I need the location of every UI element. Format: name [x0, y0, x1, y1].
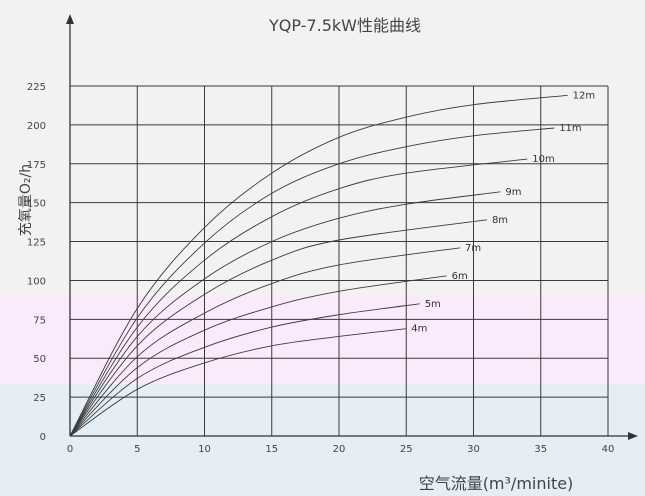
series-line-11m — [69, 127, 555, 437]
x-tick-label-5: 25 — [400, 444, 413, 455]
x-tick-label-8: 40 — [602, 444, 615, 455]
x-tick-label-4: 20 — [333, 444, 346, 455]
series-labels: 4m 5m 6m 7m 8m 9m 10m 11m 12m — [411, 90, 595, 334]
y-axis-arrow-icon — [66, 14, 74, 24]
series-line-12m — [69, 94, 568, 437]
y-tick-label-8: 200 — [27, 121, 46, 132]
series-line-10m — [69, 158, 528, 437]
series-label-9m: 9m — [505, 187, 521, 198]
series-line-9m — [69, 191, 501, 437]
axes — [66, 14, 638, 440]
y-axis-label: 充氧量O₂/h — [18, 164, 34, 236]
series-label-10m: 10m — [532, 154, 554, 165]
series-label-7m: 7m — [465, 243, 481, 254]
tick-labels: 0 5 10 15 20 25 30 35 40 0 25 50 75 100 125 150 175 200 22… — [27, 82, 614, 455]
x-axis-arrow-icon — [628, 432, 638, 440]
y-tick-label-3: 75 — [33, 315, 46, 326]
chart-title: YQP-7.5kW性能曲线 — [268, 16, 421, 35]
series-label-11m: 11m — [559, 123, 581, 134]
x-tick-label-3: 15 — [265, 444, 278, 455]
y-tick-label-6: 150 — [27, 199, 46, 210]
x-tick-label-0: 0 — [67, 444, 73, 455]
x-tick-label-2: 10 — [198, 444, 211, 455]
series-line-8m — [69, 219, 487, 437]
x-tick-label-1: 5 — [134, 444, 140, 455]
series-label-4m: 4m — [411, 324, 427, 335]
x-tick-label-6: 30 — [467, 444, 480, 455]
y-tick-label-1: 25 — [33, 393, 46, 404]
series-curves — [69, 94, 568, 437]
y-tick-label-0: 0 — [40, 432, 46, 443]
background-band-middle — [0, 296, 645, 384]
y-tick-label-2: 50 — [33, 354, 46, 365]
series-line-4m — [69, 328, 407, 437]
series-line-7m — [69, 247, 461, 437]
series-line-6m — [69, 275, 447, 437]
x-tick-label-7: 35 — [534, 444, 547, 455]
series-label-12m: 12m — [573, 90, 595, 101]
y-tick-label-9: 225 — [27, 82, 46, 93]
y-tick-label-5: 125 — [27, 238, 46, 249]
series-label-5m: 5m — [425, 299, 441, 310]
x-axis-label: 空气流量(m³/minite) — [419, 474, 574, 493]
series-line-5m — [69, 303, 420, 437]
y-tick-label-7: 175 — [27, 160, 46, 171]
y-tick-label-4: 100 — [27, 276, 46, 287]
series-label-8m: 8m — [492, 215, 508, 226]
series-label-6m: 6m — [452, 271, 468, 282]
background-band-top — [0, 0, 645, 296]
grid — [70, 85, 609, 436]
